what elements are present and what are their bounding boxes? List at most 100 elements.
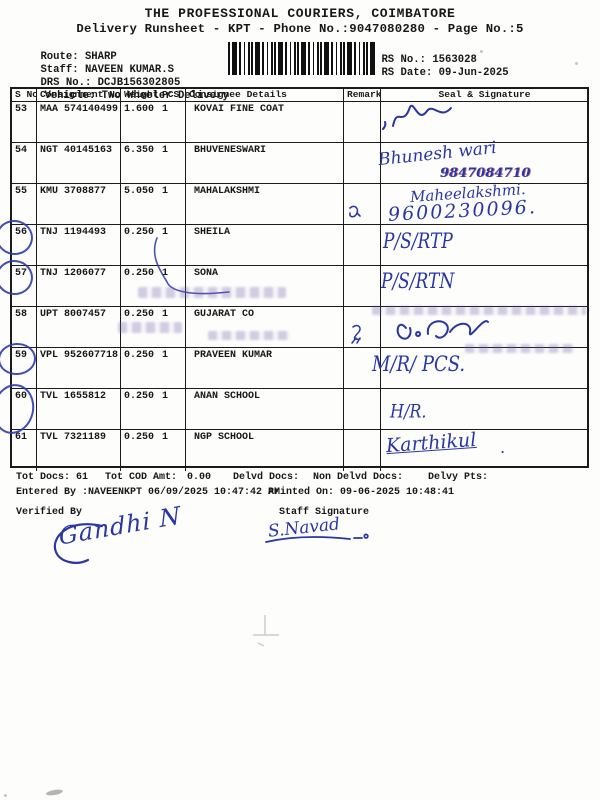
- vehicle-label: Vehicle:: [44, 90, 96, 102]
- delvd-docs-label: Delvd Docs:: [233, 472, 300, 483]
- staff-value: NAVEEN KUMAR.S: [84, 64, 174, 76]
- cell-sno: 56: [12, 225, 37, 265]
- drs-line: DRS No.: DCJB156302805: [15, 65, 180, 101]
- table-row: 55 KMU 3708877 5.050 1 MAHALAKSHMI: [12, 184, 587, 225]
- cell-consignment: TVL 7321189: [37, 430, 121, 471]
- cell-remarks: [344, 102, 381, 142]
- consignment-table: S No Consignment No Weight PCS Consignee…: [10, 87, 589, 471]
- cell-consignment: TNJ 1206077: [37, 266, 121, 306]
- cell-pcs: 1: [162, 186, 169, 197]
- drs-value: DCJB156302805: [97, 77, 181, 89]
- route-line: Route: SHARP: [15, 39, 117, 75]
- rs-barcode: [228, 42, 375, 75]
- cell-pcs: 1: [162, 391, 169, 402]
- cell-pcs: 1: [162, 309, 169, 320]
- cell-consignee: NGP SCHOOL: [186, 430, 344, 471]
- cell-consignee: PRAVEEN KUMAR: [186, 348, 344, 388]
- cell-remarks: [344, 307, 381, 347]
- table-row: 54 NGT 40145163 6.350 1 BHUVENESWARI: [12, 143, 587, 184]
- verified-by-signature-flourish: [53, 523, 104, 564]
- cell-weight: 0.250: [124, 268, 155, 279]
- scan-speck: [480, 50, 483, 53]
- cell-seal: [381, 348, 587, 388]
- cell-seal: [381, 266, 587, 306]
- cell-consignee: KOVAI FINE COAT: [186, 102, 344, 142]
- cell-weight: 0.250: [124, 391, 155, 402]
- col-consignment: Consignment No: [37, 89, 121, 101]
- cell-consignment: NGT 40145163: [37, 143, 121, 183]
- tot-cod-value: 0.00: [187, 472, 212, 483]
- col-weight-pcs: Weight PCS: [121, 89, 186, 101]
- cell-remarks: [344, 225, 381, 265]
- rs-no-label: RS No.:: [381, 54, 426, 66]
- cell-weight: 0.250: [124, 432, 155, 443]
- non-delvd-docs-label: Non Delvd Docs:: [313, 472, 404, 483]
- cell-remarks: [344, 143, 381, 183]
- scan-speck: [4, 794, 7, 797]
- cell-seal: [381, 143, 587, 183]
- cell-consignee: MAHALAKSHMI: [186, 184, 344, 224]
- drs-label: DRS No.:: [40, 77, 92, 89]
- rs-no-line: RS No.: 1563028: [356, 42, 477, 78]
- cell-remarks: [344, 389, 381, 429]
- scan-smudge: [45, 788, 64, 797]
- cell-remarks: [344, 266, 381, 306]
- table-row: 61 TVL 7321189 0.250 1 NGP SCHOOL: [12, 430, 587, 471]
- col-remarks: Remarks: [344, 89, 381, 101]
- col-seal: Seal & Signature: [438, 89, 531, 100]
- cell-sno: 61: [12, 430, 37, 471]
- col-consignee: Consignee Details: [186, 89, 344, 101]
- stamp-impression: [465, 344, 575, 353]
- cell-sno: 53: [12, 102, 37, 142]
- page-subtitle: Delivery Runsheet - KPT - Phone No.:9047…: [76, 22, 524, 36]
- cell-pcs: 1: [162, 227, 169, 238]
- cell-weight: 6.350: [124, 145, 155, 156]
- cell-consignee: ANAN SCHOOL: [186, 389, 344, 429]
- staff-signature-label: Staff Signature: [279, 507, 370, 518]
- col-pcs: PCS: [162, 89, 180, 100]
- route-label: Route:: [40, 51, 79, 63]
- cell-consignee: GUJARAT CO: [186, 307, 344, 347]
- staff-line: Staff: NAVEEN KUMAR.S: [15, 52, 174, 88]
- cell-consignment: UPT 8007457: [37, 307, 121, 347]
- col-weight: Weight: [124, 89, 159, 100]
- tot-docs-label: Tot Docs:: [16, 472, 71, 483]
- cell-consignment: TNJ 1194493: [37, 225, 121, 265]
- cell-weight: 5.050: [124, 186, 155, 197]
- cell-seal: [381, 430, 587, 471]
- cell-pcs: 1: [162, 104, 169, 115]
- verified-by-label: Verified By: [16, 507, 83, 518]
- tot-cod-label: Tot COD Amt:: [105, 472, 178, 483]
- stamp-impression: [138, 287, 286, 298]
- cell-sno: 59: [12, 348, 37, 388]
- scan-mark: [253, 615, 279, 647]
- delvy-pts-label: Delvy Pts:: [428, 472, 489, 483]
- printed-on-line: Printed On: 09-06-2025 10:48:41: [268, 487, 455, 498]
- cell-consignment: MAA 574140499: [37, 102, 121, 142]
- cell-remarks: [344, 184, 381, 224]
- cell-remarks: [344, 348, 381, 388]
- page-title: THE PROFESSIONAL COURIERS, COIMBATORE: [144, 6, 456, 21]
- cell-consignee: SHEILA: [186, 225, 344, 265]
- route-value: SHARP: [84, 51, 117, 63]
- cell-weight: 0.250: [124, 350, 155, 361]
- table-header-row: S No Consignment No Weight PCS Consignee…: [12, 89, 587, 102]
- cell-weight: 0.250: [124, 309, 155, 320]
- rs-no-value: 1563028: [432, 54, 477, 66]
- table-row: 59 VPL 952607718 0.250 1 PRAVEEN KUMAR: [12, 348, 587, 389]
- stamp-impression: [372, 306, 586, 315]
- cell-pcs: 1: [162, 432, 169, 443]
- staff-label: Staff:: [40, 64, 79, 76]
- table-row: 57 TNJ 1206077 0.250 1 SONA: [12, 266, 587, 307]
- cell-remarks: [344, 430, 381, 471]
- table-row: 58 UPT 8007457 0.250 1 GUJARAT CO: [12, 307, 587, 348]
- cell-weight: 0.250: [124, 227, 155, 238]
- tot-docs-value: 61: [76, 472, 89, 483]
- cell-sno: 57: [12, 266, 37, 306]
- cell-sno: 55: [12, 184, 37, 224]
- staff-signature: S.Navad: [267, 514, 341, 542]
- vehicle-value: Two Wheeler Delivery: [101, 90, 229, 102]
- vehicle-line: Vehicle: Two Wheeler Delivery: [19, 78, 229, 114]
- table-row: 60 TVL 1655812 0.250 1 ANAN SCHOOL: [12, 389, 587, 430]
- cell-sno: 54: [12, 143, 37, 183]
